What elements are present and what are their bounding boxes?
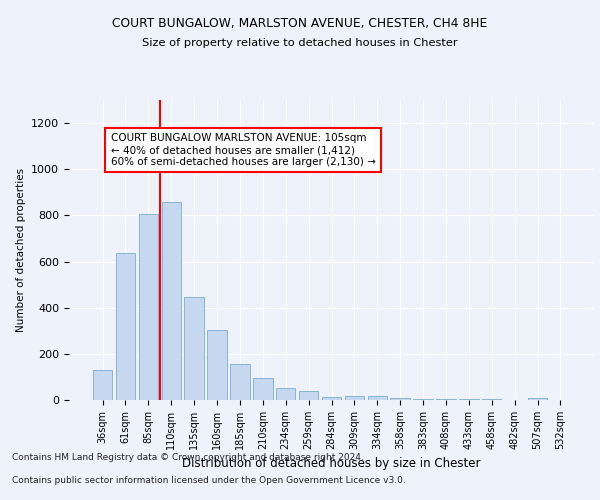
Bar [184,298,204,400]
Text: COURT BUNGALOW, MARLSTON AVENUE, CHESTER, CH4 8HE: COURT BUNGALOW, MARLSTON AVENUE, CHESTER… [112,18,488,30]
Bar [299,392,319,400]
Bar [482,399,502,400]
Bar [116,253,135,400]
Bar [368,396,387,400]
Bar [139,214,158,400]
Bar [93,370,112,400]
Bar [253,378,272,400]
Bar [161,202,181,400]
Bar [344,396,364,400]
Text: COURT BUNGALOW MARLSTON AVENUE: 105sqm
← 40% of detached houses are smaller (1,4: COURT BUNGALOW MARLSTON AVENUE: 105sqm ←… [110,134,376,166]
Y-axis label: Number of detached properties: Number of detached properties [16,168,26,332]
Bar [276,388,295,400]
Bar [436,399,455,400]
Bar [391,398,410,400]
Bar [208,330,227,400]
Bar [459,399,479,400]
X-axis label: Distribution of detached houses by size in Chester: Distribution of detached houses by size … [182,458,481,470]
Bar [230,364,250,400]
Bar [322,396,341,400]
Text: Contains HM Land Registry data © Crown copyright and database right 2024.: Contains HM Land Registry data © Crown c… [12,454,364,462]
Text: Size of property relative to detached houses in Chester: Size of property relative to detached ho… [142,38,458,48]
Text: Contains public sector information licensed under the Open Government Licence v3: Contains public sector information licen… [12,476,406,485]
Bar [413,399,433,400]
Bar [528,398,547,400]
